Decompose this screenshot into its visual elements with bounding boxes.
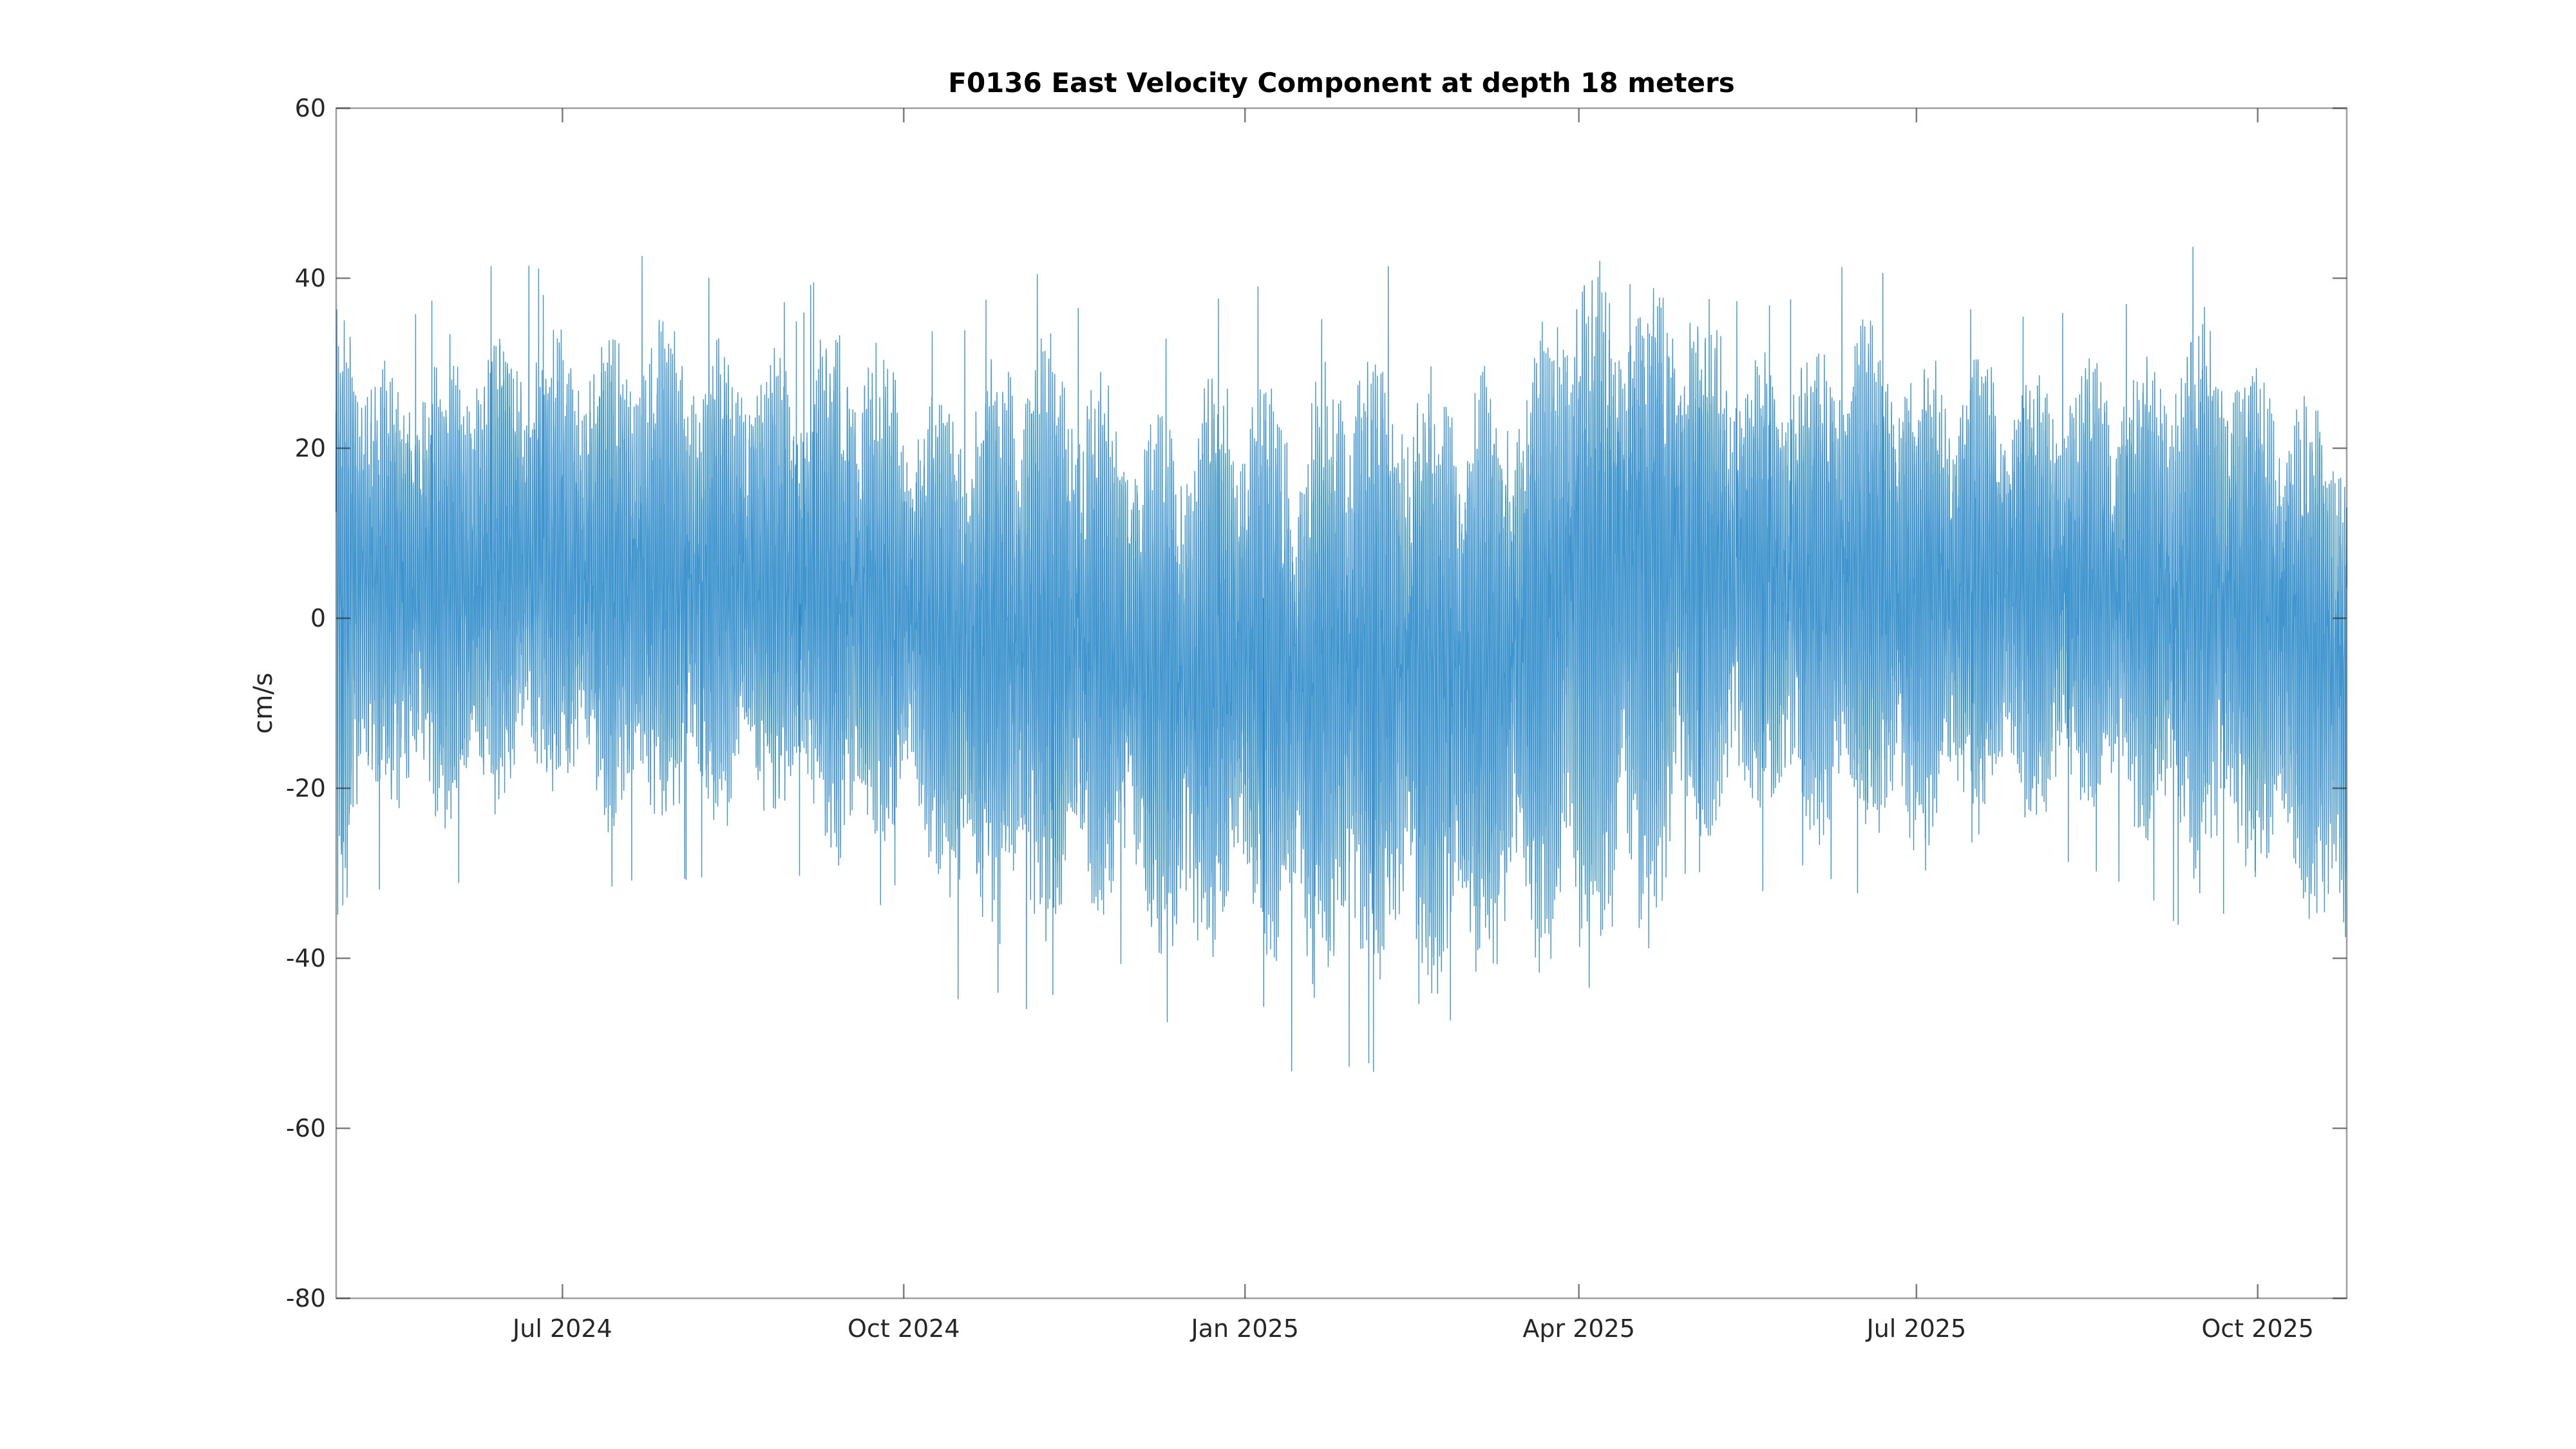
y-tick-label: 40 <box>295 264 326 292</box>
y-axis-label: cm/s <box>249 672 278 734</box>
x-tick-label: Oct 2024 <box>848 1314 960 1343</box>
y-tick-label: -40 <box>286 944 326 972</box>
y-tick-label: -20 <box>286 774 326 802</box>
series-layer <box>336 247 2347 1072</box>
axes-box <box>335 107 2348 1300</box>
x-tick-label: Jan 2025 <box>1190 1314 1299 1343</box>
y-tick-label: -60 <box>286 1114 326 1142</box>
x-tick-label: Apr 2025 <box>1522 1314 1635 1343</box>
x-tick-label: Oct 2025 <box>2202 1314 2315 1343</box>
tick-layer: -80 -60 -40 -20 0 20 40 60 Jul 2024 Oct 2024 Jan 2… <box>286 94 2347 1343</box>
velocity-series-line <box>1495 261 1728 988</box>
velocity-series-line <box>336 265 569 915</box>
velocity-series-line <box>1958 304 2192 925</box>
velocity-series-line <box>1263 266 1496 1072</box>
x-tick-label: Jul 2024 <box>511 1314 612 1343</box>
y-tick-label: 0 <box>310 604 326 632</box>
x-tick-label: Jul 2025 <box>1866 1314 1967 1343</box>
velocity-series-line <box>799 282 1032 1009</box>
y-tick-label: -80 <box>286 1284 326 1312</box>
velocity-series-line <box>2190 247 2347 938</box>
velocity-series-line <box>567 256 800 887</box>
y-tick-label: 20 <box>295 434 326 462</box>
velocity-series-line <box>1031 274 1264 1023</box>
velocity-series-line <box>1727 267 1960 894</box>
y-tick-label: 60 <box>295 94 326 122</box>
chart-title: F0136 East Velocity Component at depth 1… <box>948 67 1734 99</box>
